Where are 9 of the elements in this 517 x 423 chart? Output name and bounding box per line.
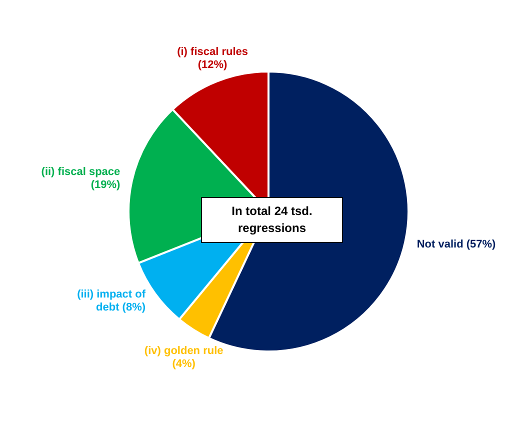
data-label: (19%) bbox=[90, 178, 120, 191]
slice-label: (ii) fiscal space bbox=[41, 166, 120, 178]
data-label: (4%) bbox=[172, 358, 196, 370]
slice-label: (iii) impact of debt (8%) bbox=[77, 288, 146, 314]
text: In total 24 tsd. regressions bbox=[201, 197, 343, 243]
slice-label: (i) fiscal rules bbox=[177, 46, 248, 58]
slice-label: (iv) golden rule bbox=[144, 344, 224, 357]
data-label: (12%) bbox=[198, 59, 228, 72]
slice-label: Not valid (57%) bbox=[416, 238, 496, 251]
